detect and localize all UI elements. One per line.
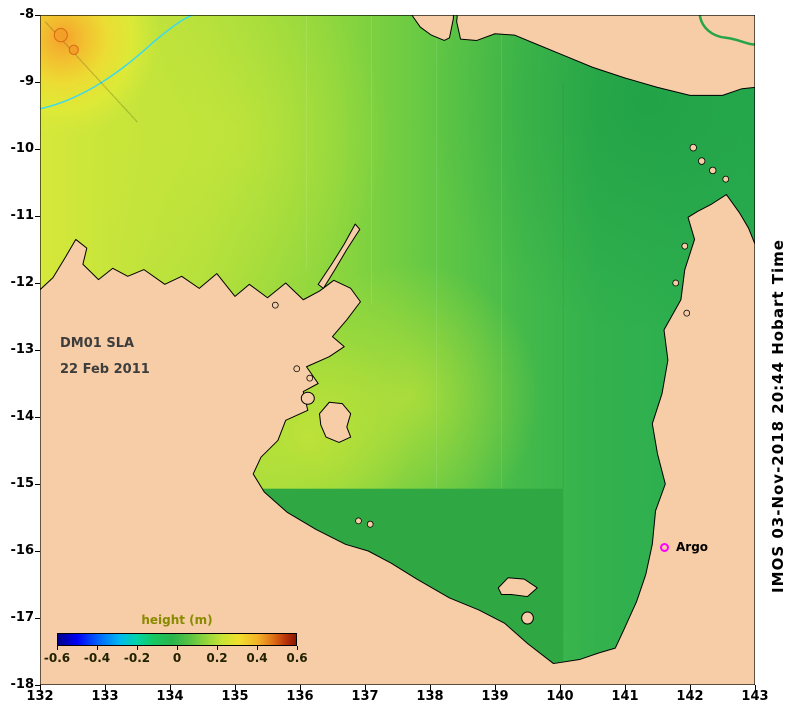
- colorbar-tick-label: 0.2: [206, 651, 228, 665]
- x-tick-mark: [170, 685, 171, 690]
- australia-landmass: [40, 195, 755, 685]
- colorbar-tick-label: -0.6: [43, 651, 71, 665]
- x-tick-mark: [105, 685, 106, 690]
- y-tick-mark: [35, 149, 40, 150]
- x-tick-label: 135: [221, 689, 249, 704]
- mornington-island: [498, 578, 537, 597]
- small-islands: [272, 144, 728, 527]
- map-plot-area: [40, 15, 755, 685]
- timestamp-watermark: IMOS 03-Nov-2018 20:44 Hobart Time: [769, 239, 787, 593]
- bentinck-island: [522, 612, 534, 624]
- y-tick-mark: [35, 82, 40, 83]
- y-tick-label: -12: [10, 275, 35, 290]
- y-tick-mark: [35, 283, 40, 284]
- x-tick-mark: [40, 685, 41, 690]
- y-tick-label: -8: [19, 7, 34, 22]
- x-tick-mark: [495, 685, 496, 690]
- x-tick-mark: [365, 685, 366, 690]
- y-tick-label: -11: [10, 208, 35, 223]
- x-tick-mark: [755, 685, 756, 690]
- colorbar: [57, 633, 297, 646]
- colorbar-tick-mark: [137, 646, 138, 650]
- x-tick-label: 140: [546, 689, 574, 704]
- colorbar-tick-label: -0.2: [123, 651, 151, 665]
- y-tick-mark: [35, 618, 40, 619]
- y-tick-mark: [35, 417, 40, 418]
- y-tick-label: -9: [19, 74, 34, 89]
- new-guinea-landmass: [457, 15, 755, 95]
- colorbar-tick-mark: [177, 646, 178, 650]
- x-tick-label: 132: [26, 689, 54, 704]
- y-tick-mark: [35, 350, 40, 351]
- x-tick-mark: [690, 685, 691, 690]
- colorbar-tick-label: 0.4: [246, 651, 268, 665]
- y-tick-label: -15: [10, 476, 35, 491]
- y-tick-label: -14: [10, 409, 35, 424]
- colorbar-tick-mark: [217, 646, 218, 650]
- y-tick-mark: [35, 484, 40, 485]
- colorbar-title: height (m): [141, 613, 213, 627]
- y-tick-label: -16: [10, 543, 35, 558]
- argo-float-marker: [660, 543, 669, 552]
- x-tick-label: 139: [481, 689, 509, 704]
- hotspot-contour-rings: [54, 28, 78, 54]
- x-tick-label: 143: [741, 689, 769, 704]
- colorbar-tick-label: 0.6: [286, 651, 308, 665]
- wessel-islands: [318, 224, 360, 288]
- y-tick-label: -17: [10, 610, 35, 625]
- y-tick-label: -10: [10, 141, 35, 156]
- x-tick-label: 137: [351, 689, 379, 704]
- date-label: 22 Feb 2011: [60, 362, 150, 377]
- bickerton-island: [301, 392, 314, 404]
- x-tick-mark: [300, 685, 301, 690]
- map-canvas: [40, 15, 755, 685]
- colorbar-tick-mark: [297, 646, 298, 650]
- fly-river: [700, 15, 755, 45]
- colorbar-tick-mark: [57, 646, 58, 650]
- satellite-track-dotted-line: [45, 22, 137, 123]
- colorbar-tick-label: -0.4: [83, 651, 111, 665]
- y-tick-mark: [35, 685, 40, 686]
- colorbar-tick-label: 0: [172, 651, 182, 665]
- y-tick-mark: [35, 216, 40, 217]
- sla-hotspot: [40, 15, 275, 243]
- x-tick-mark: [430, 685, 431, 690]
- colorbar-tick-mark: [97, 646, 98, 650]
- argo-label: Argo: [676, 540, 709, 554]
- x-tick-mark: [560, 685, 561, 690]
- x-tick-label: 142: [676, 689, 704, 704]
- x-tick-label: 134: [156, 689, 184, 704]
- x-tick-mark: [235, 685, 236, 690]
- cyan-contour-line: [40, 15, 193, 109]
- x-tick-mark: [625, 685, 626, 690]
- x-tick-label: 138: [416, 689, 444, 704]
- y-tick-label: -18: [10, 677, 35, 692]
- product-label: DM01 SLA: [60, 336, 135, 351]
- x-tick-label: 141: [611, 689, 639, 704]
- x-tick-label: 136: [286, 689, 314, 704]
- x-tick-label: 133: [91, 689, 119, 704]
- y-tick-mark: [35, 551, 40, 552]
- land-group: [40, 15, 755, 685]
- groote-eylandt-island: [320, 402, 351, 442]
- y-tick-mark: [35, 15, 40, 16]
- colorbar-tick-mark: [257, 646, 258, 650]
- y-tick-label: -13: [10, 342, 35, 357]
